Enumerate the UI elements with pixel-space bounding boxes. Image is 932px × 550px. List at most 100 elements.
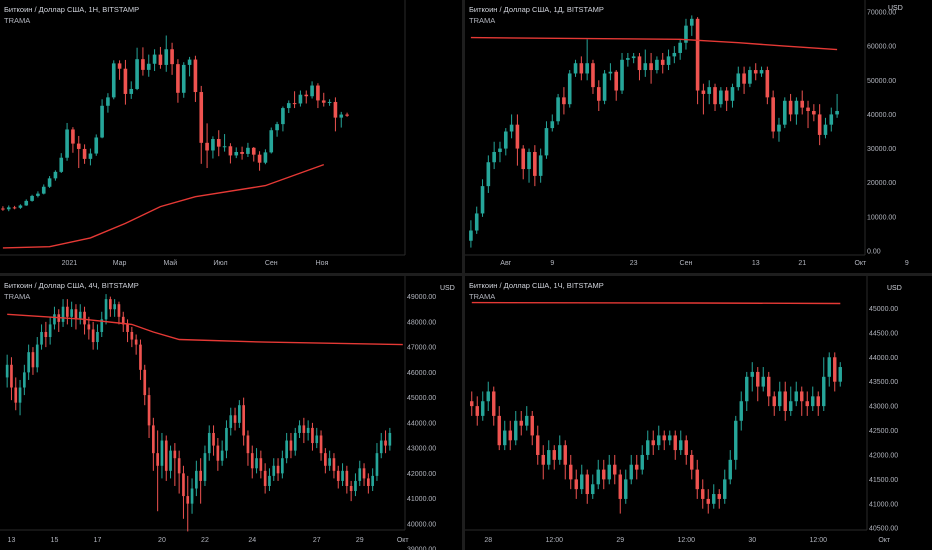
candle-body <box>624 479 628 499</box>
candle <box>354 473 357 497</box>
candle <box>83 306 86 335</box>
candle <box>225 420 228 459</box>
candle <box>635 454 639 480</box>
candle <box>203 445 207 486</box>
candle-body <box>640 454 644 470</box>
candle <box>234 147 239 159</box>
candle-body <box>816 396 820 407</box>
candle-body <box>177 458 181 474</box>
candle <box>66 299 69 325</box>
candle <box>216 438 220 471</box>
candle-body <box>246 435 250 454</box>
candle <box>164 35 169 72</box>
chart-pane-1h[interactable]: 2021 Мар Май Июл Сен Ноя Биткоин / Доллар США… <box>0 0 462 273</box>
candle-body <box>293 432 297 451</box>
indicator-label-4h: TRAMA <box>4 292 31 301</box>
candle-body <box>41 186 46 194</box>
candle <box>536 425 540 465</box>
candle-body <box>339 114 344 118</box>
candle-body <box>646 440 650 455</box>
chart-svg-4h[interactable]: 49000.00 48000.00 47000.00 46000.00 45000.00… <box>0 276 462 550</box>
candle-body <box>657 435 661 446</box>
candle-body <box>602 469 606 480</box>
candle-body <box>750 371 754 377</box>
candle-body <box>672 52 677 57</box>
candle <box>657 425 661 451</box>
candle <box>812 104 816 122</box>
candle-body <box>558 445 562 460</box>
candle-body <box>181 64 186 93</box>
chart-svg-1hr[interactable]: 45000.00 44500.00 44000.00 43500.00 43000.00… <box>465 276 932 550</box>
candle <box>783 381 787 421</box>
chart-pane-1hr[interactable]: 45000.00 44500.00 44000.00 43500.00 43000.00… <box>465 276 932 550</box>
candle <box>281 106 285 132</box>
candle-body <box>492 391 496 416</box>
chart-title-1h: Биткоин / Доллар США, 1Н, BITSTAMP <box>4 5 140 14</box>
candle-body <box>388 432 392 446</box>
candle <box>130 326 134 348</box>
y-tick-label: 41000.00 <box>869 501 898 508</box>
candle-body <box>475 406 479 416</box>
candle-body <box>324 453 327 466</box>
candle <box>94 134 99 156</box>
candle-body <box>759 70 764 74</box>
candle-body <box>497 415 501 446</box>
candle-body <box>585 63 589 74</box>
candle-body <box>689 18 694 26</box>
candle-body <box>573 63 578 74</box>
candle <box>503 128 508 156</box>
candle <box>242 397 245 446</box>
candle-body <box>596 469 600 485</box>
candle <box>591 474 595 499</box>
candle-body <box>199 92 204 143</box>
candle <box>173 443 177 486</box>
candle <box>117 60 122 80</box>
candle <box>833 352 837 392</box>
candle <box>724 87 729 112</box>
chart-svg-1d[interactable]: 70000.00 60000.00 50000.00 40000.00 30000.00… <box>465 0 932 273</box>
candle <box>44 321 48 348</box>
candle-body <box>788 100 793 115</box>
candle <box>492 386 496 426</box>
candle <box>65 122 69 161</box>
candle-body <box>289 440 293 451</box>
candle-body <box>345 114 349 116</box>
chart-pane-4h[interactable]: 49000.00 48000.00 47000.00 46000.00 45000.00… <box>0 276 462 550</box>
candle-body <box>772 396 776 407</box>
candle-body <box>228 146 233 156</box>
candle-body <box>117 63 122 69</box>
y-tick-label: 42500.00 <box>869 428 898 435</box>
candle <box>530 411 534 446</box>
candle-body <box>701 489 705 499</box>
candle-body <box>31 352 35 368</box>
candle-body <box>203 453 207 481</box>
candle <box>61 299 65 327</box>
candle-body <box>250 453 254 469</box>
y-tick-label: 20000.00 <box>867 180 896 187</box>
candle <box>748 66 752 88</box>
candle <box>384 430 387 454</box>
candle <box>613 454 617 485</box>
candle-body <box>240 151 244 154</box>
candle-body <box>336 470 340 481</box>
candle-body <box>574 479 578 490</box>
trama-line <box>7 313 403 346</box>
candle-body <box>655 59 659 71</box>
candle-body <box>272 465 276 476</box>
candle-body <box>94 137 99 154</box>
candle-body <box>536 435 540 455</box>
candle-body <box>354 480 357 492</box>
candle <box>388 427 392 451</box>
candle-body <box>96 331 99 343</box>
candle <box>689 15 694 36</box>
candle <box>187 56 192 77</box>
candle-body <box>806 107 810 112</box>
candle <box>207 425 211 461</box>
chart-svg-1h[interactable]: 2021 Мар Май Июл Сен Ноя <box>0 0 462 273</box>
candle-body <box>608 71 613 74</box>
chart-pane-1d[interactable]: 70000.00 60000.00 50000.00 40000.00 30000.00… <box>465 0 932 273</box>
y-tick-label: 42000.00 <box>407 471 436 478</box>
candle <box>106 93 110 113</box>
candle <box>759 66 764 77</box>
x-tick-label: 2021 <box>62 260 78 267</box>
